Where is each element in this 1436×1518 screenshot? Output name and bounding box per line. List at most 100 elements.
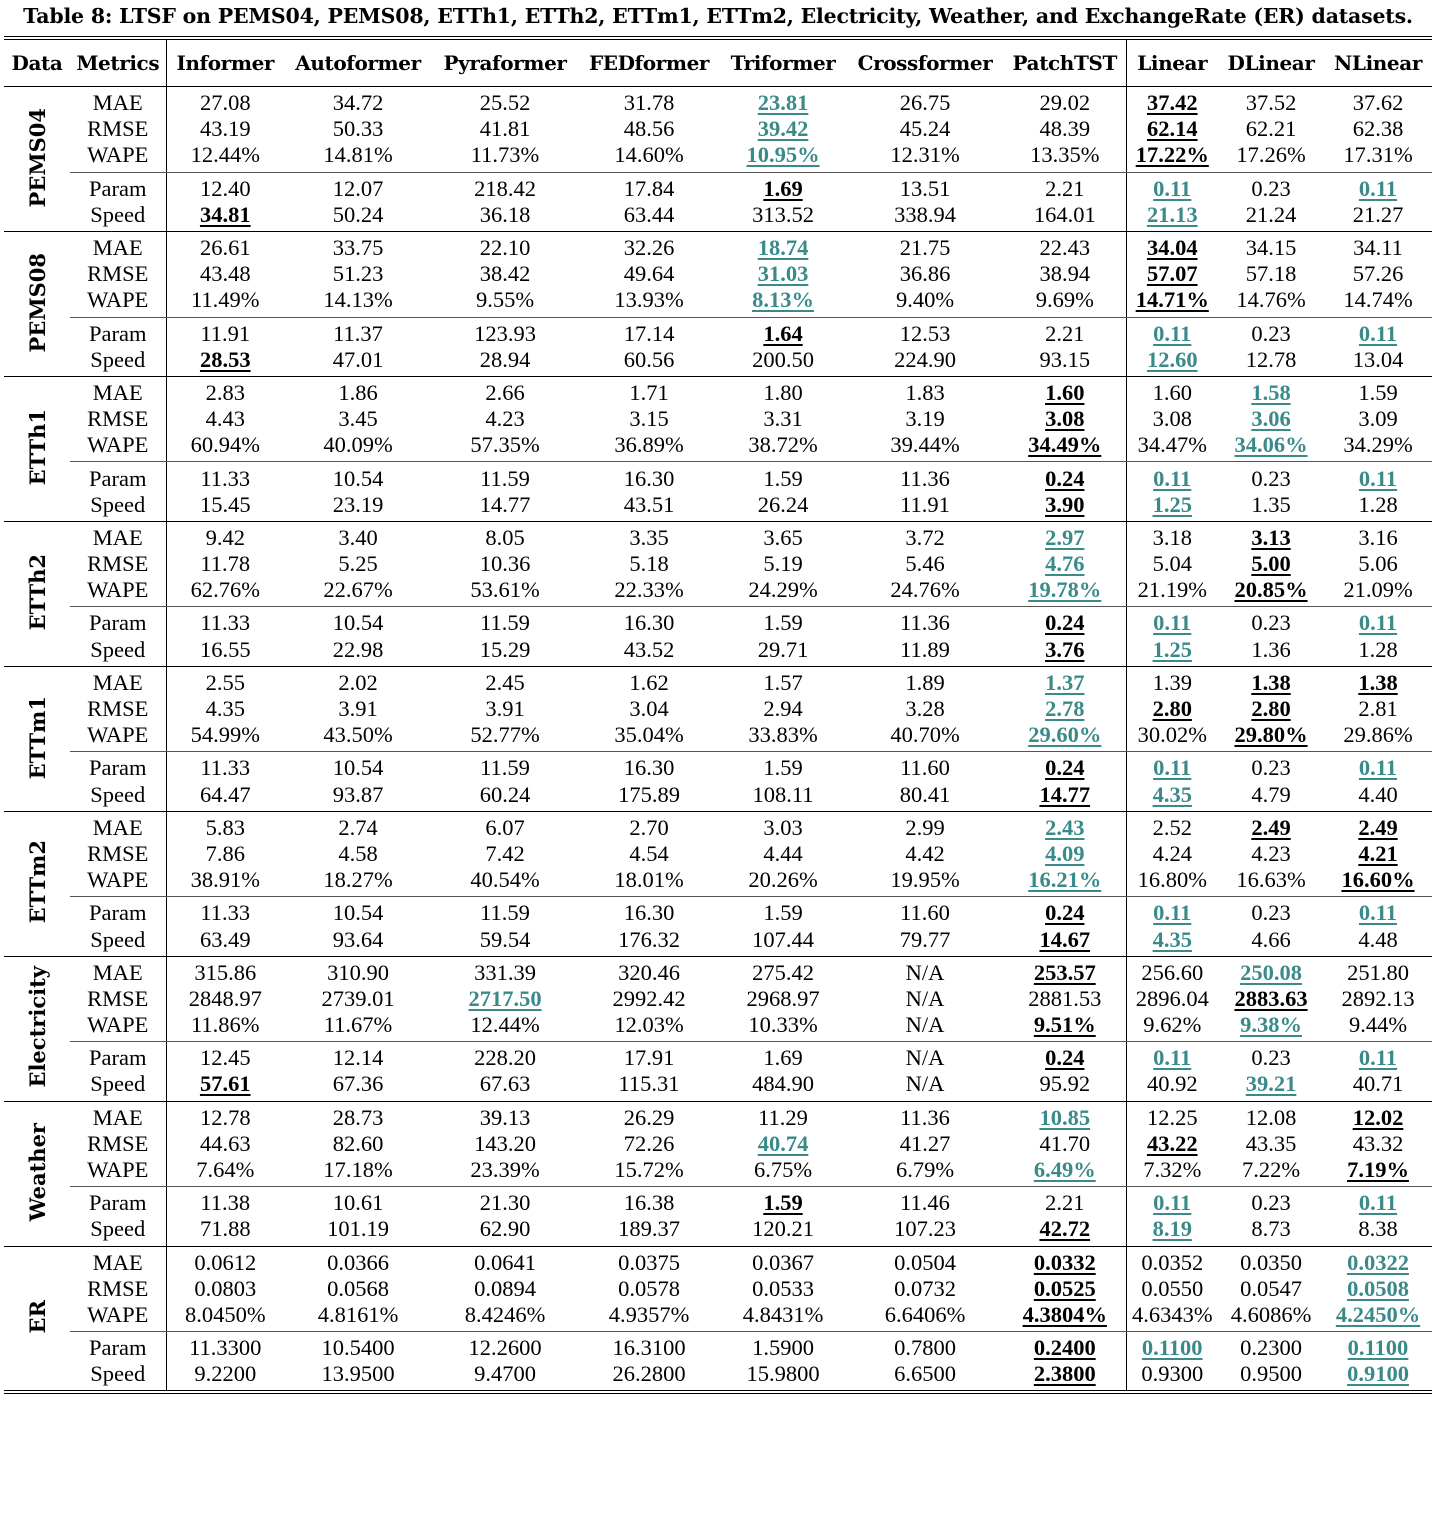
metric-label: WAPE	[70, 1012, 166, 1043]
cell-value: 22.43	[1039, 235, 1091, 261]
cell-value: 14.60%	[614, 142, 684, 168]
best-value: 57.07	[1146, 261, 1198, 287]
best-value: 14.77	[1039, 781, 1091, 807]
dataset-label: PEMS08	[4, 231, 70, 377]
value-cell: 4.48	[1324, 926, 1432, 957]
cell-value: 0.9300	[1141, 1361, 1204, 1387]
metric-label: Param	[89, 755, 147, 781]
table-row: Speed 71.88 101.19 62.90 189.37 120.21 107.23 4…	[4, 1216, 1432, 1247]
value-cell: 0.11	[1125, 606, 1218, 637]
value-cell: 484.90	[720, 1071, 846, 1102]
value-cell: 3.19	[846, 406, 1004, 432]
cell-value: 12.25	[1146, 1104, 1198, 1130]
best-value: 0.0525	[1033, 1275, 1096, 1301]
value-cell: 1.80	[720, 376, 846, 406]
value-cell: 31.03	[720, 261, 846, 287]
value-cell: 1.38	[1218, 666, 1324, 696]
value-cell: 9.38%	[1218, 1012, 1324, 1043]
value-cell: 4.44	[720, 841, 846, 867]
value-cell: 47.01	[284, 346, 432, 377]
cell-value: 11.60	[900, 900, 950, 926]
cell-value: 28.73	[332, 1104, 384, 1130]
value-cell: 0.9300	[1125, 1361, 1218, 1395]
value-cell: 8.05	[432, 521, 578, 551]
cell-value: 10.54	[332, 465, 384, 491]
table-row: RMSE 0.0803 0.0568 0.0894 0.0578 0.0533 0.0732…	[4, 1275, 1432, 1302]
metric-label: MAE	[92, 1104, 143, 1130]
value-cell: 10.61	[284, 1187, 432, 1217]
cell-value: 3.16	[1358, 524, 1398, 550]
second-best-value: 3.06	[1251, 406, 1291, 432]
value-cell: 0.0375	[578, 1246, 720, 1276]
value-cell: 29.02	[1004, 87, 1126, 117]
cell-value: 62.76%	[190, 577, 260, 603]
value-cell: 12.60	[1125, 346, 1218, 377]
cell-value: 26.29	[623, 1104, 675, 1130]
cell-value: 11.33	[200, 465, 251, 491]
value-cell: 338.94	[846, 201, 1004, 232]
value-cell: 6.6406%	[846, 1301, 1004, 1333]
value-cell: 18.27%	[284, 867, 432, 898]
metric-label: WAPE	[70, 867, 166, 898]
cell-value: 34.11	[1353, 235, 1403, 261]
best-value: 0.24	[1045, 465, 1085, 491]
value-cell: 79.77	[846, 926, 1004, 957]
cell-value: 62.90	[479, 1216, 531, 1242]
cell-value: 10.54	[332, 755, 384, 781]
value-cell: 39.21	[1218, 1071, 1324, 1102]
value-cell: 3.35	[578, 521, 720, 551]
cell-value: 5.46	[905, 551, 945, 577]
cell-value: 14.81%	[323, 142, 393, 168]
cell-value: 1.36	[1251, 636, 1291, 662]
value-cell: 26.24	[720, 491, 846, 522]
value-cell: 164.01	[1004, 201, 1126, 232]
value-cell: 0.24	[1004, 462, 1126, 492]
value-cell: 2.97	[1004, 521, 1126, 551]
cell-value: 1.71	[629, 379, 669, 405]
value-cell: 9.55%	[432, 287, 578, 318]
cell-value: 11.78	[200, 551, 251, 577]
value-cell: 1.86	[284, 376, 432, 406]
value-cell: 38.91%	[165, 867, 284, 898]
best-value: 4.21	[1358, 840, 1398, 866]
best-value: 1.69	[763, 175, 803, 201]
cell-value: 2.45	[485, 669, 525, 695]
best-value: 3.08	[1045, 406, 1085, 432]
cell-value: 21.27	[1352, 201, 1404, 227]
metric-label: Param	[89, 465, 147, 491]
cell-value: 5.25	[338, 551, 378, 577]
value-cell: 54.99%	[165, 722, 284, 753]
value-cell: 40.71	[1324, 1071, 1432, 1102]
value-cell: 11.36	[846, 1101, 1004, 1131]
second-best-value: 250.08	[1240, 959, 1302, 985]
cell-value: 0.0547	[1240, 1275, 1302, 1301]
value-cell: 4.54	[578, 841, 720, 867]
cell-value: 40.92	[1146, 1071, 1198, 1097]
value-cell: 0.11	[1324, 462, 1432, 492]
cell-value: 67.63	[479, 1071, 531, 1097]
value-cell: 0.24	[1004, 607, 1126, 637]
cell-value: 11.86%	[190, 1012, 260, 1038]
cell-value: 0.0641	[474, 1249, 536, 1275]
value-cell: 37.52	[1218, 87, 1324, 117]
value-cell: 143.20	[432, 1131, 578, 1157]
metric-label: RMSE	[87, 696, 149, 722]
cell-value: 41.70	[1039, 1130, 1091, 1156]
cell-value: 256.60	[1141, 959, 1204, 985]
value-cell: 1.59	[720, 607, 846, 637]
value-cell: 0.0568	[284, 1276, 432, 1302]
value-cell: 17.91	[578, 1042, 720, 1072]
cell-value: 12.53	[899, 320, 951, 346]
best-value: 0.24	[1045, 755, 1085, 781]
cell-value: 17.14	[623, 320, 675, 346]
value-cell: 1.59	[720, 752, 846, 782]
value-cell: 3.13	[1218, 521, 1324, 551]
cell-value: 123.93	[474, 320, 536, 346]
dataset-name: ETTh1	[24, 409, 50, 486]
value-cell: 1.60	[1125, 376, 1218, 407]
cell-value: 3.15	[629, 406, 669, 432]
value-cell: 39.42	[720, 116, 846, 142]
value-cell: 10.54	[284, 462, 432, 492]
cell-value: 12.31%	[890, 142, 960, 168]
cell-value: 38.91%	[190, 867, 260, 893]
